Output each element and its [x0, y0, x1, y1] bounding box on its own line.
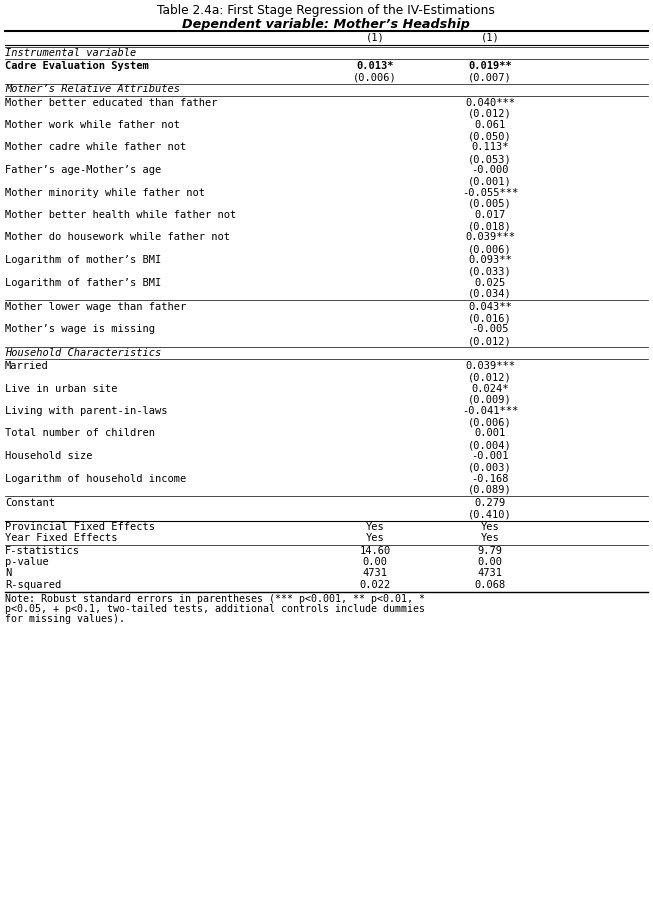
- Text: 0.001: 0.001: [474, 429, 505, 439]
- Text: Mother cadre while father not: Mother cadre while father not: [5, 143, 186, 153]
- Text: 0.043**: 0.043**: [468, 302, 512, 312]
- Text: 0.040***: 0.040***: [465, 97, 515, 108]
- Text: Yes: Yes: [481, 533, 500, 543]
- Text: F-statistics: F-statistics: [5, 546, 80, 556]
- Text: Live in urban site: Live in urban site: [5, 384, 118, 394]
- Text: 0.019**: 0.019**: [468, 61, 512, 71]
- Text: Living with parent-in-laws: Living with parent-in-laws: [5, 406, 168, 416]
- Text: Household size: Household size: [5, 451, 93, 461]
- Text: (0.006): (0.006): [468, 244, 512, 254]
- Text: 0.279: 0.279: [474, 498, 505, 508]
- Text: Instrumental variable: Instrumental variable: [5, 48, 136, 58]
- Text: -0.001: -0.001: [471, 451, 509, 461]
- Text: N: N: [5, 568, 11, 578]
- Text: -0.041***: -0.041***: [462, 406, 518, 416]
- Text: Logarithm of household income: Logarithm of household income: [5, 474, 186, 484]
- Text: 0.039***: 0.039***: [465, 233, 515, 243]
- Text: Constant: Constant: [5, 498, 55, 508]
- Text: Mother better health while father not: Mother better health while father not: [5, 210, 236, 220]
- Text: (0.034): (0.034): [468, 289, 512, 299]
- Text: 4731: 4731: [362, 568, 387, 578]
- Text: Household Characteristics: Household Characteristics: [5, 348, 161, 358]
- Text: 9.79: 9.79: [477, 546, 503, 556]
- Text: -0.055***: -0.055***: [462, 188, 518, 198]
- Text: Mother’s wage is missing: Mother’s wage is missing: [5, 325, 155, 334]
- Text: 0.039***: 0.039***: [465, 361, 515, 371]
- Text: (0.012): (0.012): [468, 372, 512, 382]
- Text: (0.004): (0.004): [468, 440, 512, 450]
- Text: Total number of children: Total number of children: [5, 429, 155, 439]
- Text: Mother minority while father not: Mother minority while father not: [5, 188, 205, 198]
- Text: Mother work while father not: Mother work while father not: [5, 120, 180, 130]
- Text: (0.053): (0.053): [468, 154, 512, 164]
- Text: -0.168: -0.168: [471, 474, 509, 484]
- Text: R-squared: R-squared: [5, 580, 61, 590]
- Text: Logarithm of father’s BMI: Logarithm of father’s BMI: [5, 278, 161, 288]
- Text: 0.00: 0.00: [362, 557, 387, 567]
- Text: Yes: Yes: [366, 533, 385, 543]
- Text: Married: Married: [5, 361, 49, 371]
- Text: 4731: 4731: [477, 568, 503, 578]
- Text: 0.113*: 0.113*: [471, 143, 509, 153]
- Text: Logarithm of mother’s BMI: Logarithm of mother’s BMI: [5, 255, 161, 265]
- Text: (0.006): (0.006): [353, 73, 397, 83]
- Text: 0.022: 0.022: [359, 580, 390, 590]
- Text: Provincial Fixed Effects: Provincial Fixed Effects: [5, 521, 155, 531]
- Text: 0.024*: 0.024*: [471, 384, 509, 394]
- Text: (1): (1): [481, 32, 500, 42]
- Text: p-value: p-value: [5, 557, 49, 567]
- Text: -0.005: -0.005: [471, 325, 509, 334]
- Text: Mother lower wage than father: Mother lower wage than father: [5, 302, 186, 312]
- Text: (0.009): (0.009): [468, 395, 512, 405]
- Text: Mother better educated than father: Mother better educated than father: [5, 97, 217, 108]
- Text: (0.012): (0.012): [468, 336, 512, 346]
- Text: Father’s age-Mother’s age: Father’s age-Mother’s age: [5, 165, 161, 175]
- Text: 14.60: 14.60: [359, 546, 390, 556]
- Text: Mother’s Relative Attributes: Mother’s Relative Attributes: [5, 85, 180, 94]
- Text: (0.007): (0.007): [468, 73, 512, 83]
- Text: Dependent variable: Mother’s Headship: Dependent variable: Mother’s Headship: [182, 18, 470, 31]
- Text: 0.013*: 0.013*: [357, 61, 394, 71]
- Text: 0.025: 0.025: [474, 278, 505, 288]
- Text: (0.033): (0.033): [468, 266, 512, 277]
- Text: 0.093**: 0.093**: [468, 255, 512, 265]
- Text: 0.068: 0.068: [474, 580, 505, 590]
- Text: 0.017: 0.017: [474, 210, 505, 220]
- Text: for missing values).: for missing values).: [5, 615, 125, 625]
- Text: Note: Robust standard errors in parentheses (*** p<0.001, ** p<0.01, *: Note: Robust standard errors in parenthe…: [5, 593, 425, 603]
- Text: Table 2.4a: First Stage Regression of the IV-Estimations: Table 2.4a: First Stage Regression of th…: [157, 4, 495, 17]
- Text: 0.061: 0.061: [474, 120, 505, 130]
- Text: -0.000: -0.000: [471, 165, 509, 175]
- Text: (0.003): (0.003): [468, 462, 512, 473]
- Text: Yes: Yes: [366, 521, 385, 531]
- Text: (0.089): (0.089): [468, 485, 512, 495]
- Text: (0.001): (0.001): [468, 176, 512, 186]
- Text: Yes: Yes: [481, 521, 500, 531]
- Text: (0.005): (0.005): [468, 199, 512, 209]
- Text: (0.050): (0.050): [468, 131, 512, 141]
- Text: Year Fixed Effects: Year Fixed Effects: [5, 533, 118, 543]
- Text: Mother do housework while father not: Mother do housework while father not: [5, 233, 230, 243]
- Text: (0.012): (0.012): [468, 109, 512, 119]
- Text: (0.006): (0.006): [468, 417, 512, 428]
- Text: Cadre Evaluation System: Cadre Evaluation System: [5, 61, 149, 71]
- Text: (0.016): (0.016): [468, 314, 512, 324]
- Text: (0.410): (0.410): [468, 510, 512, 520]
- Text: p<0.05, + p<0.1, two-tailed tests, additional controls include dummies: p<0.05, + p<0.1, two-tailed tests, addit…: [5, 604, 425, 614]
- Text: 0.00: 0.00: [477, 557, 503, 567]
- Text: (1): (1): [366, 32, 385, 42]
- Text: (0.018): (0.018): [468, 221, 512, 232]
